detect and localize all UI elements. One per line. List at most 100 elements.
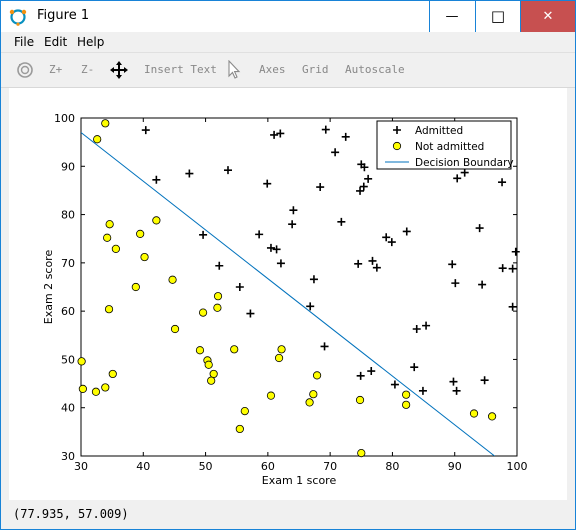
admitted-point [418,386,427,395]
zoom-in-button[interactable]: Z+ [49,63,63,76]
not-admitted-point [136,229,145,238]
axes-button[interactable]: Axes [259,63,286,76]
not-admitted-point [240,406,249,416]
admitted-point [390,380,399,389]
not-admitted-point [357,449,366,458]
admitted-point [288,220,297,229]
not-admitted-point [277,345,286,354]
not-admitted-point [108,369,117,379]
admitted-point [152,175,161,184]
legend-label: Not admitted [415,141,484,153]
admitted-point [452,386,461,395]
maximize-icon: □ [490,7,506,25]
admitted-point [475,224,484,233]
menu-edit[interactable]: Edit [44,35,68,49]
admitted-point [331,148,340,157]
y-tick-label: 100 [54,112,75,125]
not-admitted-point [305,398,314,407]
not-admitted-point [213,303,222,312]
admitted-point [356,186,365,195]
not-admitted-point [101,383,110,392]
not-admitted-point [131,282,140,292]
not-admitted-point [140,252,149,262]
admitted-point [309,275,318,284]
x-tick-label: 60 [261,460,275,473]
admitted-point [387,238,396,247]
octave-app-icon [9,9,27,26]
autoscale-button[interactable]: Autoscale [345,63,405,76]
admitted-point [357,160,366,169]
legend-not-admitted-marker [392,141,402,151]
grid-button[interactable]: Grid [302,63,329,76]
zoom-out-button[interactable]: Z- [81,63,95,76]
pointer-icon[interactable] [227,60,241,80]
admitted-point [480,376,489,385]
admitted-point [272,245,281,254]
not-admitted-point [235,424,244,434]
admitted-point [255,230,264,239]
axes-box [80,117,518,457]
menu-bar: File Edit Help [1,32,575,52]
admitted-point [266,243,275,252]
admitted-point [341,132,350,141]
admitted-point [382,233,391,242]
not-admitted-point [207,376,216,385]
x-tick-label: 80 [385,460,399,473]
y-tick-label: 70 [61,257,75,270]
menu-help[interactable]: Help [77,35,105,49]
rotate-icon[interactable] [15,60,35,80]
admitted-point [316,183,325,192]
admitted-point [498,178,507,187]
not-admitted-point [213,292,223,301]
scatter-plot[interactable]: 30 40 50 60 70 80 90 100 30 40 50 60 70 80 90 100 Exam 1… [9,88,567,500]
not-admitted-point [78,384,87,393]
not-admitted-point [355,395,365,405]
admitted-point [448,260,457,269]
admitted-point [508,264,517,273]
admitted-point [320,342,329,351]
admitted-point [402,227,411,236]
title-separator [475,1,476,32]
admitted-point [422,321,431,330]
admitted-point [364,174,373,183]
y-tick-label: 50 [61,353,75,366]
insert-text-button[interactable]: Insert Text [144,63,217,76]
not-admitted-point [309,390,318,399]
x-tick-label: 100 [507,460,528,473]
not-admitted-point [312,371,322,380]
x-tick-label: 90 [448,460,462,473]
y-tick-label: 90 [61,160,75,173]
y-tick-label: 60 [61,305,75,318]
not-admitted-point [487,412,497,421]
admitted-point [321,125,330,134]
not-admitted-point [469,409,479,418]
minimize-button[interactable]: — [429,1,475,32]
admitted-point [511,247,520,256]
not-admitted-point [266,391,276,400]
x-tick-label: 70 [323,460,337,473]
maximize-button[interactable]: □ [475,1,521,32]
not-admitted-point [402,390,411,399]
menu-file[interactable]: File [14,35,35,49]
not-admitted-point [104,305,114,314]
x-tick-label: 30 [74,460,88,473]
admitted-point [223,166,232,175]
admitted-point [451,279,460,288]
pan-move-icon[interactable] [109,60,129,80]
legend-label: Admitted [415,125,463,137]
admitted-point [289,206,298,215]
close-button[interactable]: ✕ [521,1,575,32]
admitted-point [270,130,279,139]
admitted-point [356,371,365,380]
not-admitted-point [198,308,208,317]
admitted-point [412,325,421,334]
not-admitted-point [170,324,180,334]
admitted-point [453,174,462,183]
figure-canvas[interactable]: 30 40 50 60 70 80 90 100 30 40 50 60 70 80 90 100 Exam 1… [9,88,567,500]
admitted-point [359,182,368,191]
minimize-icon: — [445,9,459,24]
status-bar: (77.935, 57.009) [1,502,575,529]
title-bar[interactable]: Figure 1 — □ ✕ [1,1,575,32]
admitted-point [235,283,244,291]
